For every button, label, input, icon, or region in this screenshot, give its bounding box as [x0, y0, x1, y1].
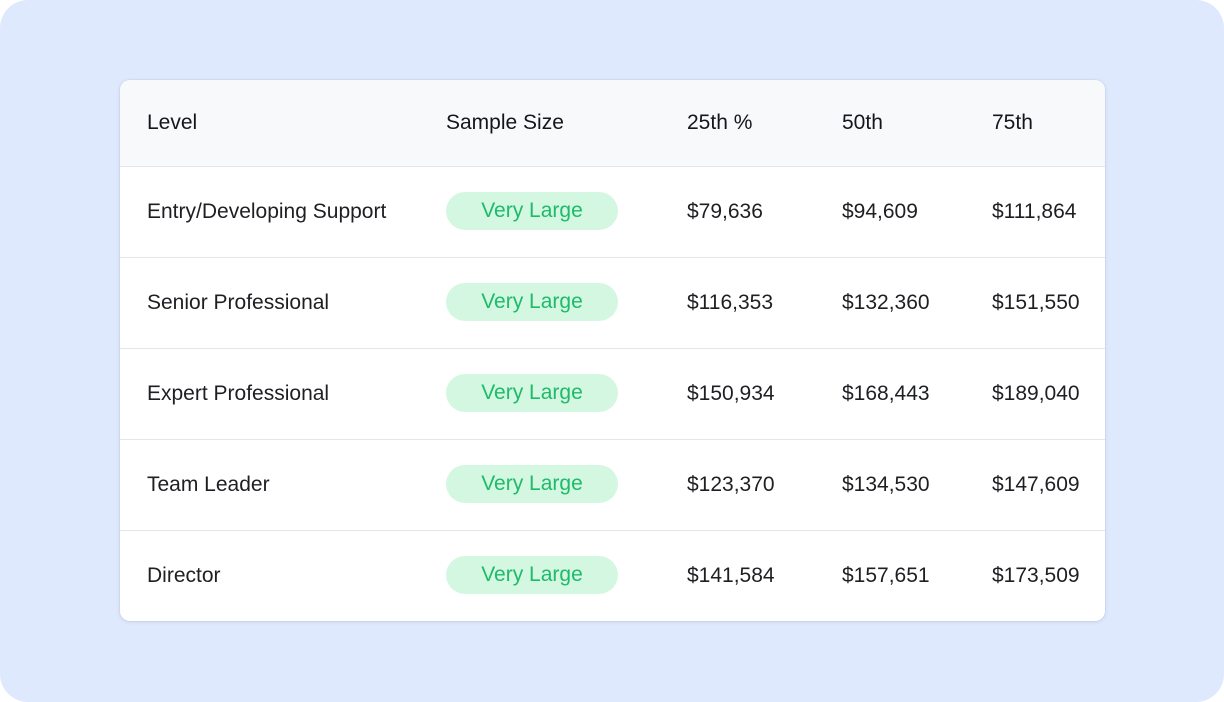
header-level[interactable]: Level: [147, 111, 198, 134]
p25-cell: $141,584: [687, 564, 775, 587]
sample-size-badge: Very Large: [446, 556, 618, 594]
p50-cell: $134,530: [842, 473, 930, 496]
p50-cell: $157,651: [842, 564, 930, 587]
sample-size-cell: Very Large: [446, 258, 618, 348]
table-row: Team Leader Very Large $123,370 $134,530…: [120, 440, 1105, 531]
sample-size-badge: Very Large: [446, 283, 618, 321]
p25-cell: $116,353: [687, 291, 774, 314]
sample-size-badge: Very Large: [446, 192, 618, 230]
p25-cell: $150,934: [687, 382, 775, 405]
level-cell: Expert Professional: [147, 382, 330, 405]
level-cell: Team Leader: [147, 473, 270, 496]
p50-cell: $132,360: [842, 291, 930, 314]
p75-cell: $111,864: [992, 200, 1077, 223]
level-cell: Entry/Developing Support: [147, 200, 387, 223]
sample-size-badge: Very Large: [446, 374, 618, 412]
p50-cell: $168,443: [842, 382, 930, 405]
table-header-row: Level Sample Size 25th % 50th 75th: [120, 80, 1105, 167]
table-row: Director Very Large $141,584 $157,651 $1…: [120, 531, 1105, 621]
sample-size-badge: Very Large: [446, 465, 618, 503]
p75-cell: $151,550: [992, 291, 1080, 314]
header-sample-size[interactable]: Sample Size: [446, 111, 564, 134]
salary-table: Level Sample Size 25th % 50th 75th Entry…: [120, 80, 1105, 621]
header-50th-percentile[interactable]: 50th: [842, 111, 883, 134]
p25-cell: $79,636: [687, 200, 763, 223]
p50-cell: $94,609: [842, 200, 918, 223]
sample-size-cell: Very Large: [446, 531, 618, 621]
table-row: Senior Professional Very Large $116,353 …: [120, 258, 1105, 349]
p75-cell: $189,040: [992, 382, 1080, 405]
header-25th-percentile[interactable]: 25th %: [687, 111, 753, 134]
level-cell: Senior Professional: [147, 291, 330, 314]
sample-size-cell: Very Large: [446, 349, 618, 439]
level-cell: Director: [147, 564, 221, 587]
p25-cell: $123,370: [687, 473, 775, 496]
table-row: Entry/Developing Support Very Large $79,…: [120, 167, 1105, 258]
sample-size-cell: Very Large: [446, 440, 618, 530]
p75-cell: $147,609: [992, 473, 1080, 496]
p75-cell: $173,509: [992, 564, 1080, 587]
header-75th-percentile[interactable]: 75th: [992, 111, 1033, 134]
sample-size-cell: Very Large: [446, 167, 618, 257]
table-row: Expert Professional Very Large $150,934 …: [120, 349, 1105, 440]
